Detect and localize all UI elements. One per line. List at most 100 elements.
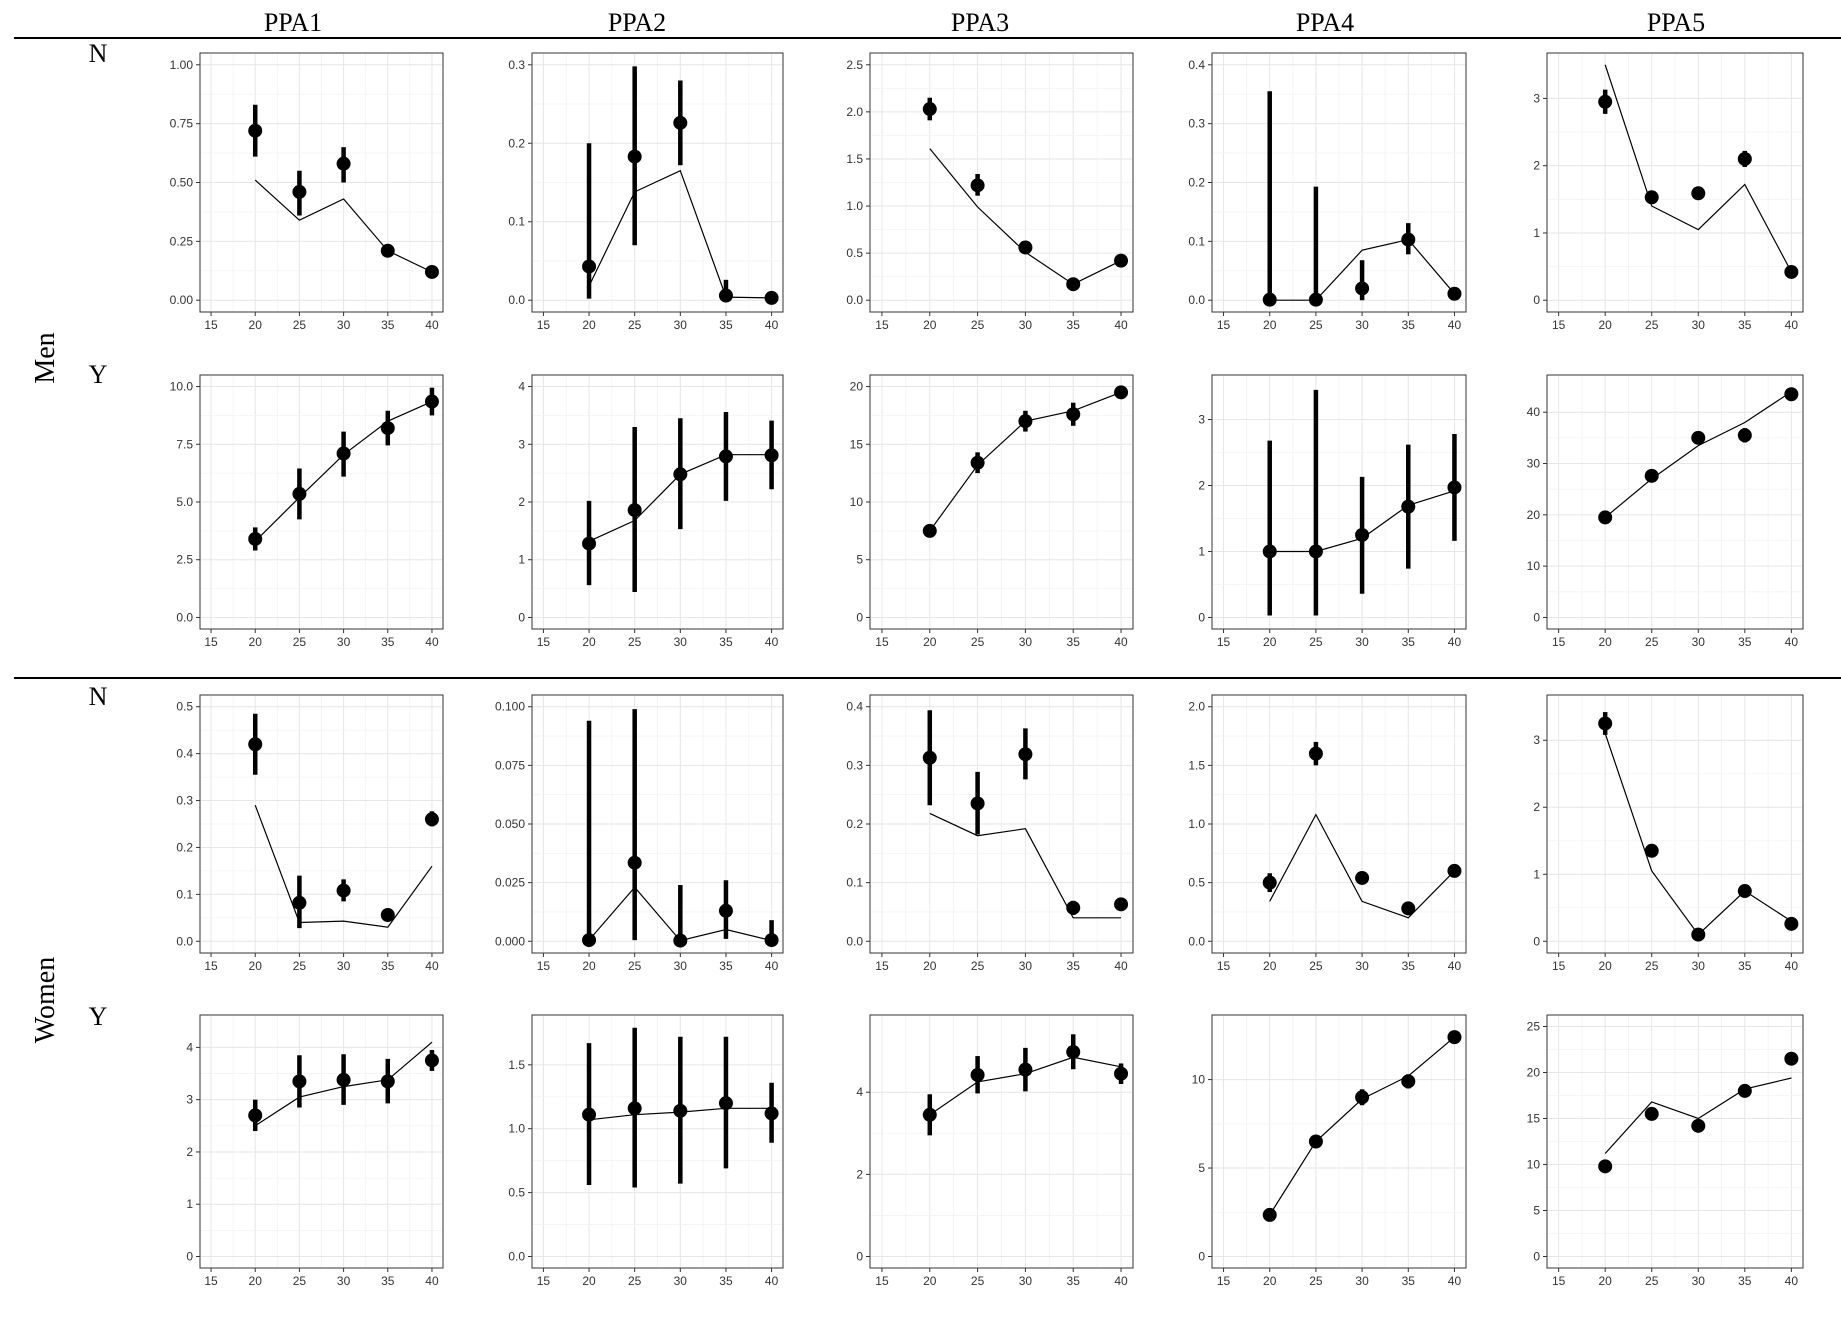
x-tick-label: 35	[1738, 1274, 1752, 1288]
x-tick-label: 35	[1067, 318, 1081, 332]
data-point	[1308, 544, 1323, 559]
data-point	[1447, 480, 1462, 495]
y-tick-label: 2	[1533, 159, 1540, 173]
data-point	[1308, 292, 1323, 307]
x-tick-label: 40	[765, 318, 779, 332]
y-tick-label: 1.0	[1188, 817, 1205, 831]
x-tick-label: 35	[381, 1274, 395, 1288]
x-tick-label: 25	[1309, 635, 1323, 649]
y-tick-label: 10	[1527, 1158, 1541, 1172]
y-tick-label: 0.0	[1188, 934, 1205, 948]
x-tick-label: 40	[1114, 1274, 1128, 1288]
y-tick-label: 0	[856, 610, 863, 624]
sex-label-men: Men	[30, 332, 61, 383]
y-tick-label: 1.5	[508, 1058, 525, 1072]
panel-border	[199, 52, 444, 313]
y-tick-label: 0	[1533, 610, 1540, 624]
data-point	[424, 812, 439, 827]
data-point	[1784, 387, 1799, 402]
data-point	[380, 1074, 395, 1089]
x-tick-label: 40	[1114, 318, 1128, 332]
y-tick-label: 0.2	[846, 817, 863, 831]
data-point	[1784, 916, 1799, 931]
fitted-line	[1604, 1077, 1792, 1154]
y-tick-label: 3	[186, 1093, 193, 1107]
x-tick-label: 20	[1263, 318, 1277, 332]
data-point	[292, 895, 307, 910]
data-point	[1401, 1074, 1416, 1089]
x-tick-label: 30	[1355, 635, 1369, 649]
y-tick-label: 15	[850, 437, 864, 451]
fitted-line	[929, 812, 1121, 919]
y-tick-label: 2	[1198, 479, 1205, 493]
panel-women-y-ppa1: 15 20 25 30 35 40 0 1 2 3 4	[186, 1014, 444, 1288]
panel-border	[1211, 694, 1467, 954]
x-tick-label: 15	[537, 635, 551, 649]
y-tick-label: 2	[1533, 800, 1540, 814]
y-tick-label: 0.5	[846, 246, 863, 260]
data-point	[424, 394, 439, 409]
data-point	[336, 1072, 351, 1087]
x-tick-label: 20	[582, 959, 596, 973]
data-point	[1018, 1062, 1033, 1077]
y-tick-label: 40	[1527, 405, 1541, 419]
x-tick-label: 30	[1692, 635, 1706, 649]
data-point	[764, 290, 779, 305]
x-tick-label: 25	[628, 635, 642, 649]
sex-label-women: Women	[30, 957, 61, 1043]
y-tick-label: 0	[186, 1250, 193, 1264]
data-point	[1018, 240, 1033, 255]
data-point	[1401, 232, 1416, 247]
x-tick-label: 25	[1309, 959, 1323, 973]
y-tick-label: 0.4	[176, 747, 193, 761]
y-tick-label: 3	[1533, 91, 1540, 105]
column-title-ppa2: PPA2	[608, 8, 666, 37]
x-tick-label: 30	[337, 318, 351, 332]
panel-women-n-ppa2: 15 20 25 30 35 40 0.000 0.025 0.050 0.075 0.100	[495, 694, 784, 973]
data-point	[336, 446, 351, 461]
y-tick-label: 0.5	[176, 700, 193, 714]
y-tick-label: 0.50	[170, 176, 194, 190]
y-tick-label: 0.0	[508, 293, 525, 307]
panel-border	[531, 374, 784, 630]
panel-men-y-ppa5: 15 20 25 30 35 40 0 10 20 30 40	[1527, 374, 1804, 649]
y-tick-label: 0.1	[1188, 234, 1205, 248]
panel-border	[869, 1014, 1134, 1269]
data-point	[1447, 863, 1462, 878]
data-point	[718, 449, 733, 464]
x-tick-label: 30	[674, 318, 688, 332]
data-point	[1737, 151, 1752, 166]
x-tick-label: 25	[628, 959, 642, 973]
x-tick-label: 40	[765, 959, 779, 973]
y-tick-label: 1	[1533, 867, 1540, 881]
x-tick-label: 35	[1738, 635, 1752, 649]
y-tick-label: 20	[1527, 508, 1541, 522]
fitted-line	[254, 179, 433, 273]
x-tick-label: 35	[1067, 635, 1081, 649]
y-tick-label: 15	[1527, 1112, 1541, 1126]
panel-border	[1211, 52, 1467, 313]
panel-border	[1546, 694, 1804, 954]
panel-women-n-ppa5: 15 20 25 30 35 40 0 1 2 3	[1533, 694, 1804, 973]
y-tick-label: 0.3	[176, 794, 193, 808]
x-tick-label: 15	[875, 959, 889, 973]
data-point	[1644, 1106, 1659, 1121]
data-point	[1447, 286, 1462, 301]
data-point	[582, 933, 597, 948]
y-tick-label: 0.5	[508, 1186, 525, 1200]
y-tick-label: 0.1	[846, 876, 863, 890]
y-tick-label: 4	[518, 380, 525, 394]
column-title-ppa3: PPA3	[951, 8, 1009, 37]
data-point	[1114, 385, 1129, 400]
x-tick-label: 15	[537, 959, 551, 973]
data-point	[292, 486, 307, 501]
x-tick-label: 20	[1263, 1274, 1277, 1288]
y-tick-label: 0.25	[170, 234, 194, 248]
data-point	[1114, 253, 1129, 268]
data-point	[970, 796, 985, 811]
data-point	[424, 1053, 439, 1068]
data-point	[764, 448, 779, 463]
y-tick-label: 0.100	[495, 700, 525, 714]
y-tick-label: 3	[518, 437, 525, 451]
y-tick-label: 1.5	[846, 152, 863, 166]
